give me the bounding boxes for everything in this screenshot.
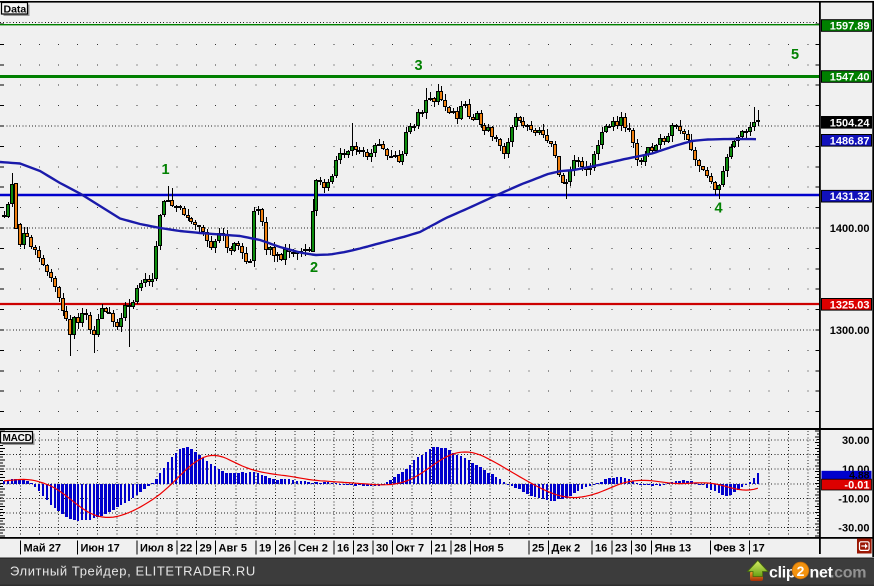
svg-text:19: 19: [259, 543, 271, 555]
svg-text:1325.03: 1325.03: [830, 299, 870, 311]
svg-text:Data: Data: [4, 3, 27, 15]
svg-text:Дек 2: Дек 2: [552, 543, 581, 555]
svg-text:4: 4: [714, 201, 722, 217]
svg-text:1300.00: 1300.00: [830, 325, 870, 337]
svg-text:-0.01: -0.01: [844, 480, 869, 492]
svg-text:21: 21: [435, 543, 447, 555]
svg-text:29: 29: [200, 543, 212, 555]
svg-text:30.00: 30.00: [842, 435, 870, 447]
svg-text:Элитный Трейдер, ELITETRADER.R: Элитный Трейдер, ELITETRADER.RU: [10, 564, 256, 579]
svg-text:2: 2: [797, 563, 805, 579]
svg-text:Июн 17: Июн 17: [81, 543, 120, 555]
svg-text:17: 17: [753, 543, 765, 555]
svg-text:4.88: 4.88: [849, 470, 870, 482]
svg-text:-30.00: -30.00: [838, 523, 869, 535]
svg-text:1486.87: 1486.87: [830, 135, 870, 147]
svg-text:1: 1: [161, 162, 169, 178]
svg-text:30: 30: [376, 543, 388, 555]
svg-text:Окт 7: Окт 7: [396, 543, 425, 555]
svg-text:net: net: [810, 565, 834, 582]
svg-text:5: 5: [791, 47, 799, 63]
svg-text:23: 23: [615, 543, 627, 555]
svg-text:MACD: MACD: [3, 433, 32, 444]
svg-text:30: 30: [635, 543, 647, 555]
svg-text:Сен 2: Сен 2: [298, 543, 328, 555]
svg-text:Июл 8: Июл 8: [140, 543, 173, 555]
svg-text:26: 26: [279, 543, 291, 555]
svg-text:1400.00: 1400.00: [830, 223, 870, 235]
svg-text:25: 25: [532, 543, 544, 555]
svg-text:23: 23: [357, 543, 369, 555]
svg-text:16: 16: [337, 543, 349, 555]
svg-text:1597.89: 1597.89: [830, 21, 870, 33]
svg-text:2: 2: [310, 260, 318, 276]
svg-text:Ноя 5: Ноя 5: [474, 543, 504, 555]
svg-text:16: 16: [595, 543, 607, 555]
svg-text:3: 3: [414, 58, 422, 74]
svg-text:Янв 13: Янв 13: [655, 543, 692, 555]
svg-text:Фев 3: Фев 3: [714, 543, 745, 555]
svg-text:clip: clip: [769, 565, 796, 582]
svg-text:-10.00: -10.00: [838, 493, 869, 505]
svg-text:22: 22: [180, 543, 192, 555]
svg-text:Авг 5: Авг 5: [219, 543, 247, 555]
svg-text:1431.32: 1431.32: [830, 191, 870, 203]
svg-text:28: 28: [454, 543, 466, 555]
svg-text:1547.40: 1547.40: [830, 72, 870, 84]
svg-text:Май 27: Май 27: [24, 543, 61, 555]
svg-text:.com: .com: [830, 565, 866, 582]
svg-text:1504.24: 1504.24: [830, 117, 871, 129]
